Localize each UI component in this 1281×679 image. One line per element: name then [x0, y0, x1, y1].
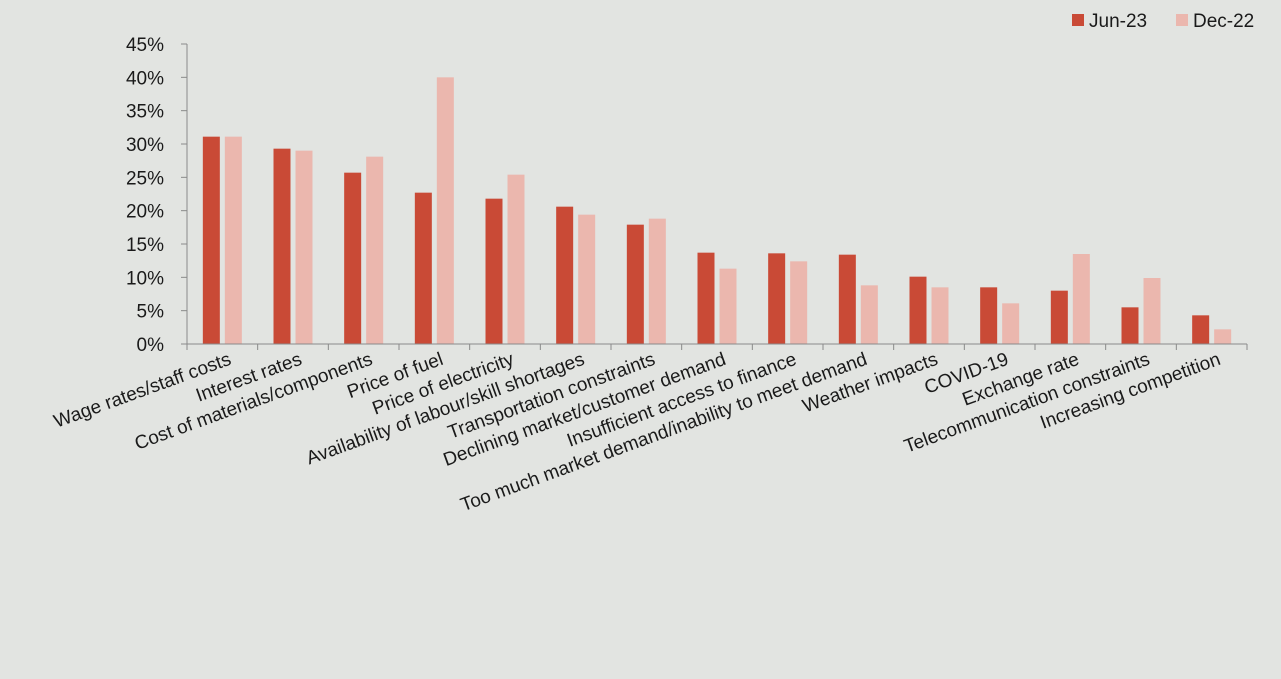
bar-jun-23 — [768, 253, 786, 344]
bar-jun-23 — [838, 254, 856, 344]
y-tick-label: 25% — [126, 168, 164, 189]
bar-jun-23 — [485, 198, 503, 344]
bar-jun-23 — [1192, 315, 1210, 344]
y-tick-label: 15% — [126, 235, 164, 256]
bar-jun-23 — [626, 224, 644, 344]
bar-jun-23 — [556, 206, 574, 344]
bar-jun-23 — [344, 172, 362, 344]
y-axis: 0% 5% 10% 15% 20% 25% 30% 35% 40% 45% — [126, 35, 188, 356]
bar-dec-22 — [507, 174, 525, 344]
bar-dec-22 — [295, 150, 313, 344]
y-tick-label: 30% — [126, 135, 164, 156]
y-tick-label: 10% — [126, 268, 164, 289]
legend-label: Dec-22 — [1193, 11, 1254, 32]
bar-dec-22 — [1143, 278, 1161, 344]
bar-jun-23 — [202, 136, 220, 344]
bar-dec-22 — [578, 214, 596, 344]
bar-jun-23 — [414, 192, 432, 344]
y-tick-label: 5% — [137, 302, 165, 323]
legend: Jun-23 Dec-22 — [1072, 11, 1254, 32]
y-tick-label: 20% — [126, 202, 164, 223]
bar-dec-22 — [1002, 303, 1020, 344]
bar-jun-23 — [273, 148, 291, 344]
bar-jun-23 — [909, 276, 927, 344]
bar-dec-22 — [648, 218, 666, 344]
bar-dec-22 — [224, 136, 242, 344]
bar-dec-22 — [366, 156, 384, 344]
y-tick-label: 40% — [126, 68, 164, 89]
bar-dec-22 — [719, 268, 737, 344]
legend-label: Jun-23 — [1089, 11, 1147, 32]
bar-dec-22 — [436, 77, 454, 344]
bars — [202, 77, 1232, 344]
y-tick-label: 45% — [126, 35, 164, 56]
bar-jun-23 — [980, 287, 998, 344]
legend-swatch — [1072, 14, 1084, 26]
bar-jun-23 — [1121, 307, 1139, 344]
bar-dec-22 — [1214, 329, 1232, 344]
bar-dec-22 — [860, 285, 878, 344]
legend-swatch — [1176, 14, 1188, 26]
bar-dec-22 — [931, 287, 949, 344]
bar-jun-23 — [1050, 290, 1068, 344]
bar-jun-23 — [697, 252, 715, 344]
y-tick-label: 0% — [137, 335, 165, 356]
y-tick-label: 35% — [126, 102, 164, 123]
bar-dec-22 — [1072, 254, 1090, 344]
bar-dec-22 — [790, 261, 808, 344]
